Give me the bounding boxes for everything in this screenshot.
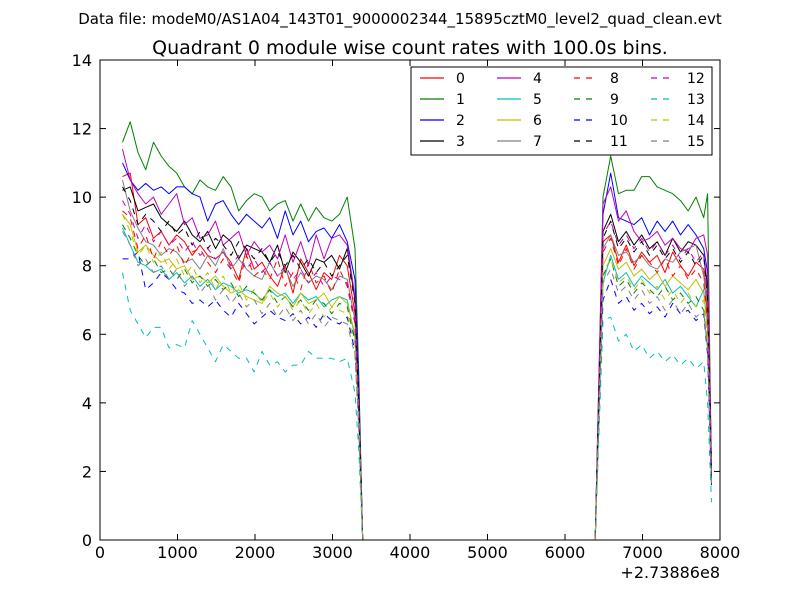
x-offset-label: +2.73886e8 xyxy=(620,563,720,582)
legend-label-11: 11 xyxy=(610,134,628,150)
y-tick-label: 0 xyxy=(82,531,92,550)
y-tick-label: 2 xyxy=(82,462,92,481)
legend-label-0: 0 xyxy=(456,71,465,87)
series-line-2 xyxy=(122,162,712,540)
series-line-12 xyxy=(122,200,712,540)
x-tick-label: 7000 xyxy=(622,543,663,562)
legend-label-3: 3 xyxy=(456,134,465,150)
y-tick-label: 8 xyxy=(82,257,92,276)
legend-label-10: 10 xyxy=(610,113,628,129)
x-tick-label: 3000 xyxy=(312,543,353,562)
x-tick-label: 1000 xyxy=(157,543,198,562)
y-tick-label: 12 xyxy=(72,120,92,139)
x-tick-label: 4000 xyxy=(390,543,431,562)
legend-label-12: 12 xyxy=(687,71,705,87)
legend-label-15: 15 xyxy=(687,134,705,150)
series-line-8 xyxy=(122,210,712,540)
series-line-5 xyxy=(122,227,712,540)
x-tick-label: 0 xyxy=(95,543,105,562)
legend-label-8: 8 xyxy=(610,71,619,87)
legend-label-13: 13 xyxy=(687,92,705,108)
chart-title: Quadrant 0 module wise count rates with … xyxy=(152,37,668,59)
legend-label-4: 4 xyxy=(533,71,542,87)
x-tick-label: 8000 xyxy=(700,543,741,562)
y-tick-label: 10 xyxy=(72,188,92,207)
x-tick-label: 2000 xyxy=(235,543,276,562)
series-line-10 xyxy=(122,251,712,540)
series-line-15 xyxy=(122,231,712,540)
legend-label-14: 14 xyxy=(687,113,705,129)
series-line-11 xyxy=(122,186,712,540)
legend-label-6: 6 xyxy=(533,113,542,129)
series-layer xyxy=(122,121,712,540)
series-line-7 xyxy=(122,179,712,540)
series-line-3 xyxy=(122,186,712,540)
legend-box xyxy=(410,66,713,156)
series-line-1 xyxy=(122,121,712,540)
series-line-6 xyxy=(122,214,712,540)
y-tick-label: 4 xyxy=(82,394,92,413)
y-tick-label: 14 xyxy=(72,51,92,70)
legend-label-9: 9 xyxy=(610,92,619,108)
suptitle: Data file: modeM0/AS1A04_143T01_90000023… xyxy=(78,10,722,29)
legend-label-7: 7 xyxy=(533,134,542,150)
x-tick-label: 5000 xyxy=(467,543,508,562)
legend-label-5: 5 xyxy=(533,92,542,108)
series-line-13 xyxy=(122,272,712,540)
x-tick-label: 6000 xyxy=(545,543,586,562)
legend-label-1: 1 xyxy=(456,92,465,108)
legend-label-2: 2 xyxy=(456,113,465,129)
y-tick-label: 6 xyxy=(82,325,92,344)
series-line-14 xyxy=(122,214,712,540)
x-axis: 0 1000 2000 3000 4000 5000 6000 7000 8000 xyxy=(95,60,740,562)
